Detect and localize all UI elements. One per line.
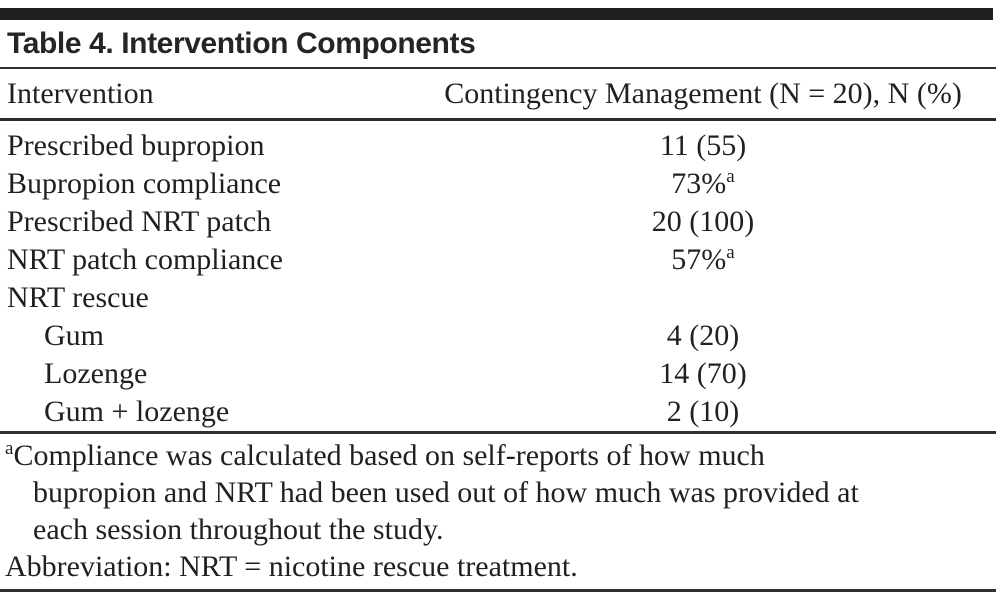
table-title: Table 4. Intervention Components: [7, 27, 476, 60]
row-label: Lozenge: [44, 356, 148, 390]
value-text: 57%: [671, 242, 727, 276]
footnote-line: aCompliance was calculated based on self…: [5, 437, 1003, 474]
table-row: Bupropion compliance 73%a: [0, 165, 996, 203]
body-footnote-rule: [0, 430, 996, 434]
table-row: NRT patch compliance 57%a: [0, 241, 996, 279]
footnote-line: each session throughout the study.: [33, 512, 444, 546]
row-label: Prescribed bupropion: [7, 128, 265, 162]
value-text: 20 (100): [651, 204, 755, 238]
title-rule: [0, 67, 996, 69]
column-header-intervention: Intervention: [0, 69, 410, 121]
row-value: 20 (100): [410, 203, 996, 241]
row-label: Gum: [44, 318, 104, 352]
row-label: Bupropion compliance: [7, 166, 282, 200]
footnote-text: Compliance was calculated based on self-…: [13, 438, 765, 472]
row-label: NRT rescue: [7, 280, 149, 314]
row-value: 4 (20): [410, 317, 996, 355]
value-text: 14 (70): [659, 356, 747, 390]
row-value: 73%a: [410, 165, 996, 203]
bottom-rule: [0, 588, 996, 592]
table-row-sub: Gum + lozenge 2 (10): [0, 393, 996, 431]
value-superscript: a: [726, 165, 735, 187]
value-text: 4 (20): [666, 318, 740, 352]
row-label: NRT patch compliance: [7, 242, 283, 276]
footnote-line: bupropion and NRT had been used out of h…: [33, 475, 859, 509]
column-header-contingency: Contingency Management (N = 20), N (%): [410, 69, 996, 121]
table-row-sub: Gum 4 (20): [0, 317, 996, 355]
row-value: 2 (10): [410, 393, 996, 431]
intervention-table: Intervention Contingency Management (N =…: [0, 69, 996, 431]
row-value: [410, 279, 996, 317]
top-divider-bar: [0, 8, 993, 20]
table-header-row: Intervention Contingency Management (N =…: [0, 69, 996, 121]
table-row-sub: Lozenge 14 (70): [0, 355, 996, 393]
value-text: 73%: [671, 166, 727, 200]
footnote-marker: a: [5, 437, 14, 459]
row-value: 14 (70): [410, 355, 996, 393]
table-row: Prescribed NRT patch 20 (100): [0, 203, 996, 241]
row-value: 11 (55): [410, 119, 996, 165]
value-text: 2 (10): [666, 394, 740, 428]
table-row-group-header: NRT rescue: [0, 279, 996, 317]
row-label: Gum + lozenge: [44, 394, 230, 428]
value-superscript: a: [726, 241, 735, 263]
row-label: Prescribed NRT patch: [7, 204, 272, 238]
table-row: Prescribed bupropion 11 (55): [0, 119, 996, 165]
value-text: 11 (55): [659, 128, 747, 162]
abbreviation-line: Abbreviation: NRT = nicotine rescue trea…: [5, 549, 578, 583]
row-value: 57%a: [410, 241, 996, 279]
footnotes: aCompliance was calculated based on self…: [0, 434, 1003, 585]
